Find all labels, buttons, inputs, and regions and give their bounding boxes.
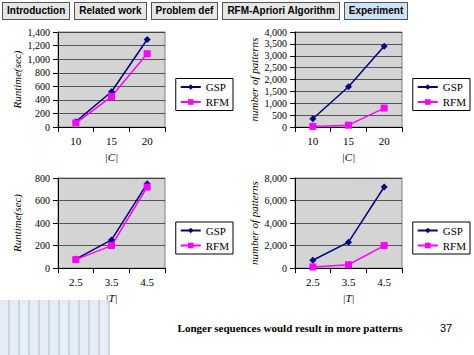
svg-text:|C|: |C|	[342, 151, 355, 163]
svg-text:GSP: GSP	[206, 81, 226, 93]
svg-text:20: 20	[379, 135, 391, 147]
svg-text:RFM: RFM	[206, 240, 229, 252]
svg-text:6,000: 6,000	[265, 195, 288, 206]
svg-text:600: 600	[35, 195, 50, 206]
svg-text:600: 600	[35, 81, 50, 92]
svg-text:RFM: RFM	[443, 96, 466, 108]
svg-text:1,200: 1,200	[28, 40, 51, 51]
svg-text:1,400: 1,400	[28, 27, 51, 38]
svg-text:400: 400	[35, 218, 50, 229]
svg-text:8,000: 8,000	[265, 173, 288, 184]
svg-text:0: 0	[282, 122, 287, 133]
svg-text:10: 10	[307, 135, 319, 147]
svg-text:3.5: 3.5	[342, 276, 356, 288]
html-text:Experiment: Experiment	[348, 5, 404, 16]
svg-text:20: 20	[142, 135, 154, 147]
svg-text:Runtime(sec): Runtime(sec)	[11, 50, 24, 109]
svg-text:800: 800	[35, 173, 50, 184]
svg-text:800: 800	[35, 67, 50, 78]
svg-text:2,500: 2,500	[265, 62, 288, 73]
svg-text:10: 10	[70, 135, 82, 147]
svg-text:4,000: 4,000	[265, 27, 288, 38]
svg-text:|C|: |C|	[105, 151, 118, 163]
svg-text:4,000: 4,000	[265, 218, 288, 229]
svg-text:4.5: 4.5	[377, 276, 391, 288]
svg-text:15: 15	[343, 135, 355, 147]
svg-text:RFM: RFM	[206, 96, 229, 108]
svg-text:2.5: 2.5	[306, 276, 320, 288]
svg-text:3.5: 3.5	[105, 276, 119, 288]
svg-text:0: 0	[282, 263, 287, 274]
svg-text:2.5: 2.5	[69, 276, 83, 288]
svg-text:GSP: GSP	[206, 225, 226, 237]
html-text:37: 37	[440, 322, 453, 334]
html-text:Longer sequences would result: Longer sequences would result in more pa…	[177, 322, 403, 334]
svg-text:RFM: RFM	[443, 240, 466, 252]
svg-text:4.5: 4.5	[140, 276, 154, 288]
html-text:Problem def: Problem def	[155, 5, 214, 16]
svg-text:2,000: 2,000	[265, 240, 288, 251]
html-text:RFM-Apriori Algorithm: RFM-Apriori Algorithm	[227, 5, 335, 16]
svg-text:400: 400	[35, 94, 50, 105]
svg-text:number of patterns: number of patterns	[248, 38, 260, 122]
svg-text:2,000: 2,000	[265, 74, 288, 85]
svg-text:15: 15	[106, 135, 118, 147]
svg-text:3,500: 3,500	[265, 38, 288, 49]
svg-text:0: 0	[45, 263, 50, 274]
svg-text:200: 200	[35, 108, 50, 119]
svg-text:500: 500	[272, 110, 287, 121]
html-text:Introduction: Introduction	[7, 5, 66, 16]
svg-text:1,000: 1,000	[265, 98, 288, 109]
svg-text:3,000: 3,000	[265, 50, 288, 61]
svg-text:|T|: |T|	[342, 292, 354, 304]
svg-text:Runtime(sec): Runtime(sec)	[11, 194, 24, 253]
html-text:Related work: Related work	[79, 5, 142, 16]
svg-text:0: 0	[45, 122, 50, 133]
svg-text:GSP: GSP	[443, 81, 463, 93]
svg-text:|T|: |T|	[105, 291, 118, 304]
svg-text:1,000: 1,000	[28, 54, 51, 65]
svg-text:GSP: GSP	[443, 225, 463, 237]
svg-text:number of patterns: number of patterns	[248, 181, 260, 265]
svg-text:200: 200	[35, 240, 50, 251]
svg-text:1,500: 1,500	[265, 86, 288, 97]
